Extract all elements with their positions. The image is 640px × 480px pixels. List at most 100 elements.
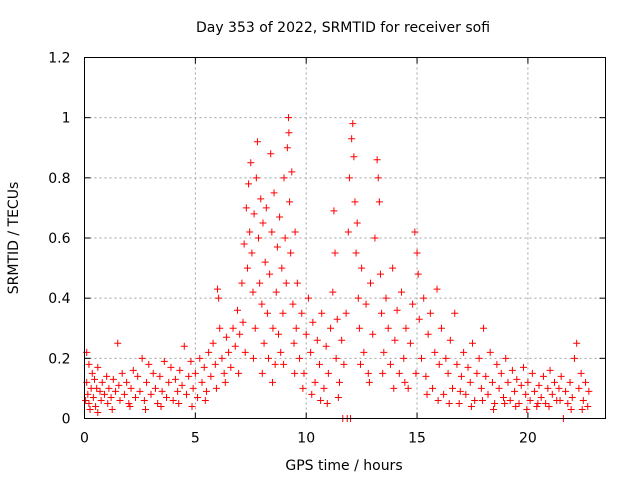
x-tick-label: 15 bbox=[408, 431, 426, 447]
data-point bbox=[167, 363, 175, 371]
data-point bbox=[118, 369, 126, 377]
data-point bbox=[335, 378, 343, 386]
data-point bbox=[141, 405, 149, 413]
data-point bbox=[546, 366, 554, 374]
data-point bbox=[191, 369, 199, 377]
data-point bbox=[221, 378, 229, 386]
data-point bbox=[556, 396, 564, 404]
data-point bbox=[380, 348, 388, 356]
data-point bbox=[435, 360, 443, 368]
data-point bbox=[235, 369, 243, 377]
data-point bbox=[455, 399, 463, 407]
data-point bbox=[92, 402, 100, 410]
data-point bbox=[174, 387, 182, 395]
data-point bbox=[272, 288, 280, 296]
data-point bbox=[357, 360, 365, 368]
data-point bbox=[331, 249, 339, 257]
data-point bbox=[562, 387, 570, 395]
data-point bbox=[453, 360, 461, 368]
data-point bbox=[468, 339, 476, 347]
data-point bbox=[557, 372, 565, 380]
data-point bbox=[288, 168, 296, 176]
data-point bbox=[94, 408, 102, 416]
data-point bbox=[267, 150, 275, 158]
data-point bbox=[415, 315, 423, 323]
data-point bbox=[265, 354, 273, 362]
data-point bbox=[355, 324, 363, 332]
data-point bbox=[400, 354, 408, 362]
data-point bbox=[149, 369, 157, 377]
data-point bbox=[281, 234, 289, 242]
data-point bbox=[567, 405, 575, 413]
data-point bbox=[239, 318, 247, 326]
data-point bbox=[258, 369, 266, 377]
data-point bbox=[526, 396, 534, 404]
data-point bbox=[360, 348, 368, 356]
data-point bbox=[205, 348, 213, 356]
data-point bbox=[158, 387, 166, 395]
data-point bbox=[320, 384, 328, 392]
data-point bbox=[271, 360, 279, 368]
data-point bbox=[291, 228, 299, 236]
data-point bbox=[451, 309, 459, 317]
x-tick-label: 5 bbox=[191, 431, 200, 447]
data-point bbox=[449, 384, 457, 392]
data-point bbox=[311, 378, 319, 386]
data-point bbox=[535, 381, 543, 389]
data-point bbox=[333, 315, 341, 323]
y-tick-label: 0.8 bbox=[48, 171, 70, 187]
data-point bbox=[126, 402, 134, 410]
data-point bbox=[534, 399, 542, 407]
data-point bbox=[442, 354, 450, 362]
data-point bbox=[304, 294, 312, 302]
data-point bbox=[395, 369, 403, 377]
y-tick-label: 0.6 bbox=[48, 231, 70, 247]
data-point bbox=[309, 318, 317, 326]
data-point bbox=[227, 363, 235, 371]
data-point bbox=[493, 360, 501, 368]
data-point bbox=[517, 381, 525, 389]
data-point bbox=[523, 405, 531, 413]
data-point bbox=[147, 390, 155, 398]
data-point bbox=[283, 144, 291, 152]
data-point bbox=[256, 279, 264, 287]
data-point bbox=[366, 279, 374, 287]
data-point bbox=[253, 138, 261, 146]
data-point bbox=[398, 288, 406, 296]
data-point bbox=[457, 372, 465, 380]
data-point bbox=[273, 243, 281, 251]
data-point bbox=[475, 354, 483, 362]
data-point bbox=[157, 402, 165, 410]
data-point bbox=[104, 399, 112, 407]
data-point bbox=[131, 393, 139, 401]
data-point bbox=[90, 375, 98, 383]
data-point bbox=[564, 399, 572, 407]
data-point bbox=[477, 384, 485, 392]
data-point bbox=[393, 306, 401, 314]
data-point bbox=[423, 390, 431, 398]
data-point bbox=[284, 114, 292, 122]
data-point bbox=[296, 354, 304, 362]
data-point bbox=[286, 198, 294, 206]
data-point bbox=[352, 249, 360, 257]
data-point bbox=[500, 393, 508, 401]
data-point bbox=[488, 378, 496, 386]
data-point bbox=[116, 396, 124, 404]
data-point bbox=[497, 369, 505, 377]
data-point bbox=[266, 270, 274, 278]
data-point bbox=[490, 405, 498, 413]
data-point bbox=[522, 390, 530, 398]
data-point bbox=[409, 300, 417, 308]
data-point bbox=[338, 336, 346, 344]
data-point bbox=[411, 228, 419, 236]
data-point bbox=[299, 384, 307, 392]
data-point bbox=[231, 342, 239, 350]
data-point bbox=[185, 372, 193, 380]
data-point bbox=[189, 384, 197, 392]
data-point bbox=[542, 399, 550, 407]
data-point bbox=[426, 309, 434, 317]
data-point bbox=[433, 285, 441, 293]
data-point bbox=[285, 129, 293, 137]
data-point bbox=[389, 264, 397, 272]
data-point bbox=[200, 363, 208, 371]
